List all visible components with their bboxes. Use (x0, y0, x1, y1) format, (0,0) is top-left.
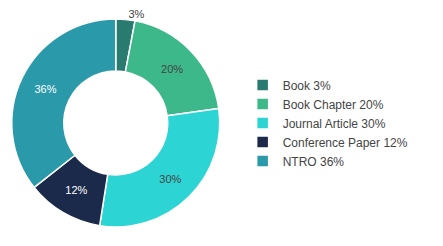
svg-text:Journal Article 30%: Journal Article 30% (283, 117, 386, 131)
svg-text:3%: 3% (128, 8, 144, 20)
svg-text:Book 3%: Book 3% (283, 79, 331, 93)
svg-text:Conference Paper 12%: Conference Paper 12% (283, 136, 408, 150)
svg-text:30%: 30% (159, 173, 181, 185)
svg-text:20%: 20% (161, 63, 183, 75)
svg-text:NTRO 36%: NTRO 36% (283, 155, 345, 169)
svg-text:12%: 12% (65, 184, 87, 196)
svg-text:36%: 36% (34, 83, 56, 95)
svg-text:Book Chapter 20%: Book Chapter 20% (283, 98, 384, 112)
